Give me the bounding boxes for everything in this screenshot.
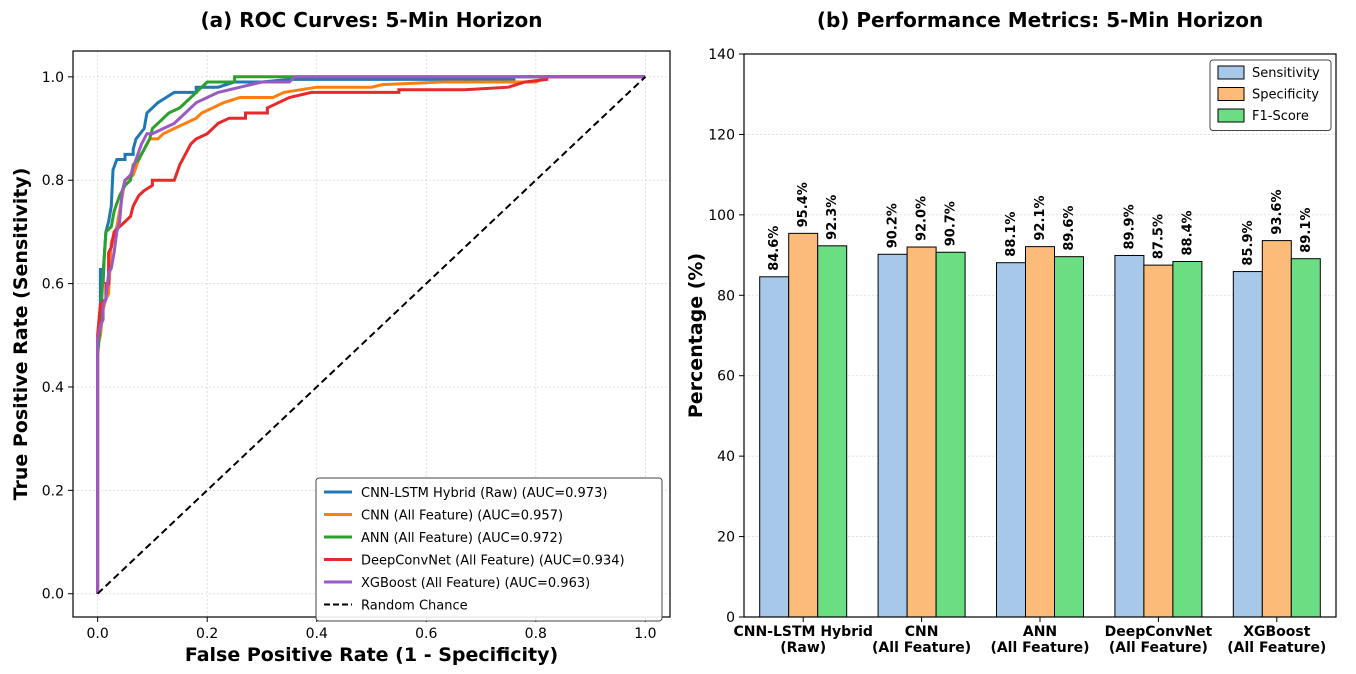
y-tick-label: 40	[717, 449, 735, 465]
bar-value-label: 92.3%	[825, 195, 840, 240]
bar-plot-frame	[743, 53, 1337, 618]
bar-value-label: 92.0%	[915, 196, 930, 241]
roc-series-line	[96, 75, 646, 594]
bar	[1290, 258, 1321, 618]
bar-value-label: 89.6%	[1062, 206, 1077, 251]
bar-value-label: 84.6%	[767, 226, 782, 271]
roc-series-line	[96, 75, 646, 594]
bar	[1143, 264, 1174, 618]
bar	[996, 262, 1026, 618]
x-tick-label: 0.8	[525, 626, 547, 642]
y-tick-label: 20	[717, 530, 735, 546]
bar-value-label: 88.1%	[1004, 212, 1019, 257]
bar-value-label: 87.5%	[1151, 214, 1166, 259]
metrics-bar-chart: 0 20 40 60 80 100 120 140 CNN-LSTM Hybrid(Raw) 84…	[685, 8, 1337, 656]
category-label: XGBoost	[1243, 624, 1311, 640]
y-tick-label: 80	[717, 288, 735, 304]
y-tick-label: 140	[708, 47, 735, 63]
y-tick-label: 0	[726, 610, 735, 626]
bar-legend-label: F1-Score	[1252, 109, 1309, 124]
roc-legend-label: DeepConvNet (All Feature) (AUC=0.934)	[361, 554, 625, 569]
category-label: (All Feature)	[872, 640, 971, 656]
roc-legend-box	[315, 477, 663, 622]
bar	[1172, 261, 1203, 618]
bar-chart-title: (b) Performance Metrics: 5-Min Horizon	[817, 8, 1263, 32]
y-tick-label: 0.4	[42, 380, 64, 396]
bar-legend-swatch	[1217, 108, 1245, 123]
y-tick-label: 120	[708, 127, 735, 143]
x-tick-label: 1.0	[634, 626, 656, 642]
bar-legend-swatch	[1217, 65, 1245, 80]
bar-legend-label: Sensitivity	[1252, 66, 1320, 81]
bar-legend-label: Specificity	[1252, 88, 1319, 103]
roc-series-line	[96, 76, 647, 595]
x-tick-label: 0.6	[415, 626, 437, 642]
roc-legend-label: Random Chance	[361, 599, 468, 614]
bar-value-label: 92.1%	[1033, 196, 1048, 241]
bar	[1232, 271, 1263, 618]
roc-series-line	[96, 75, 646, 594]
x-tick-label: 0.0	[87, 626, 109, 642]
category-label: (Raw)	[780, 640, 826, 656]
bar	[1261, 240, 1292, 618]
roc-legend-label: CNN (All Feature) (AUC=0.957)	[361, 509, 563, 524]
x-tick-label: 0.4	[306, 626, 328, 642]
y-tick-label: 0.6	[42, 277, 64, 293]
bar	[877, 253, 908, 618]
bar-legend-swatch	[1217, 87, 1245, 101]
bar-value-label: 93.6%	[1270, 189, 1285, 234]
bar	[906, 246, 937, 618]
roc-x-axis-label: False Positive Rate (1 - Specificity)	[185, 644, 558, 666]
category-label: DeepConvNet	[1105, 624, 1213, 640]
roc-legend-label: ANN (All Feature) (AUC=0.972)	[361, 531, 563, 546]
category-label: CNN-LSTM Hybrid	[733, 624, 872, 640]
bar-value-label: 85.9%	[1241, 220, 1256, 265]
bar-y-axis-label: Percentage (%)	[685, 253, 707, 418]
bar	[817, 245, 848, 618]
bar	[1054, 256, 1084, 618]
category-label: CNN	[905, 624, 939, 640]
bar-value-label: 95.4%	[796, 182, 811, 227]
category-label: (All Feature)	[1227, 640, 1326, 656]
roc-legend-label: CNN-LSTM Hybrid (Raw) (AUC=0.973)	[361, 486, 607, 501]
bar	[935, 251, 966, 618]
category-label: ANN	[1023, 624, 1057, 640]
roc-chart-title: (a) ROC Curves: 5-Min Horizon	[200, 8, 542, 32]
y-tick-label: 0.0	[42, 587, 64, 603]
category-label: (All Feature)	[990, 640, 1089, 656]
bar	[788, 232, 819, 618]
bar	[1025, 246, 1055, 618]
roc-series-line	[96, 75, 646, 594]
x-tick-label: 0.2	[196, 626, 218, 642]
roc-chart: 0.0 0.2 0.4 0.6 0.8 1.0 0.0 0.2 0.4 0.6 0.8 1.0 (a) …	[10, 8, 671, 666]
roc-legend-label: XGBoost (All Feature) (AUC=0.963)	[361, 576, 590, 591]
bar-value-label: 90.7%	[944, 201, 959, 246]
bar-value-label: 88.4%	[1180, 210, 1195, 255]
roc-y-axis-label: True Positive Rate (Sensitivity)	[10, 168, 32, 501]
bar-value-label: 89.9%	[1122, 204, 1137, 249]
bar	[1114, 254, 1145, 618]
y-tick-label: 0.2	[42, 483, 64, 499]
category-label: (All Feature)	[1109, 640, 1208, 656]
y-tick-label: 0.8	[42, 173, 64, 189]
y-tick-label: 1.0	[42, 70, 64, 86]
y-tick-label: 60	[717, 369, 735, 385]
bar	[759, 276, 790, 618]
bar-value-label: 90.2%	[886, 203, 901, 248]
bar-value-label: 89.1%	[1299, 208, 1314, 253]
y-tick-label: 100	[708, 208, 735, 224]
